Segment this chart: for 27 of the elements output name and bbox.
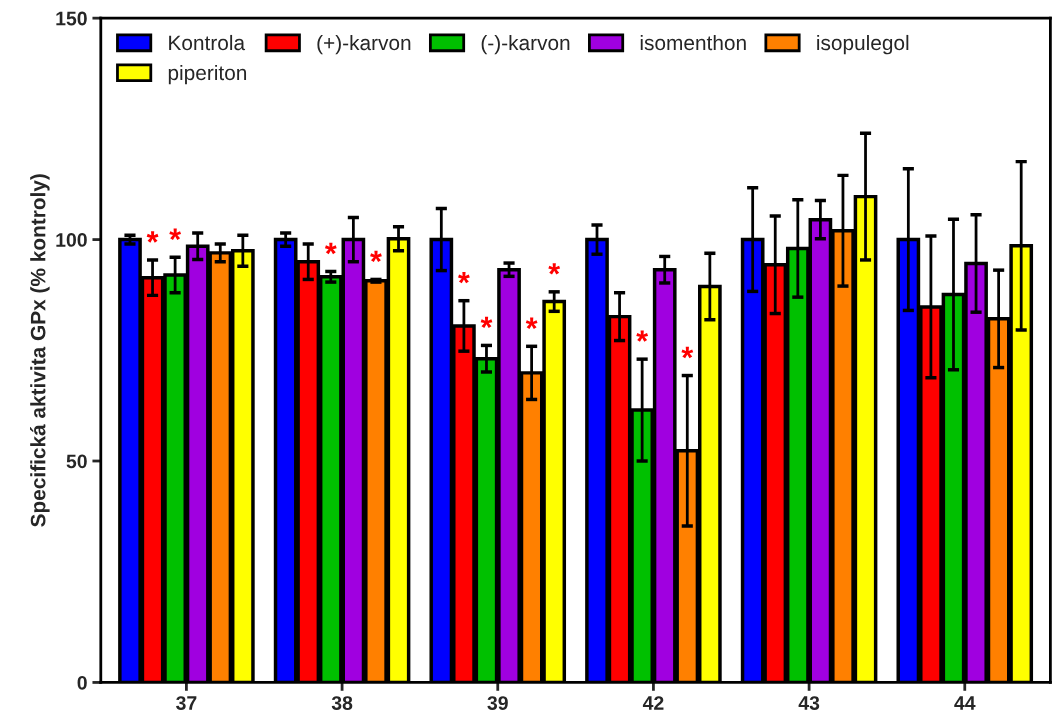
y-axis-title: Specifická aktivita GPx (% kontroly)	[30, 174, 50, 527]
y-tick-label: 150	[56, 11, 87, 26]
legend-label: (+)-karvon	[317, 34, 411, 55]
data-label: *	[169, 228, 182, 240]
data-label: *	[458, 272, 470, 284]
x-tick-label: 37	[176, 696, 197, 710]
data-label: *	[681, 346, 694, 359]
data-label: *	[146, 231, 159, 243]
legend-label: (-)-karvon	[481, 34, 570, 55]
data-label: *	[324, 242, 337, 255]
data-label: *	[548, 263, 561, 275]
data-label: *	[370, 250, 382, 263]
y-tick-label: 0	[77, 675, 87, 690]
data-label: *	[636, 330, 649, 342]
legend-label: Kontrola	[169, 34, 246, 51]
data-label: *	[525, 317, 538, 329]
legend-label: piperiton	[168, 64, 247, 85]
x-tick-label: 38	[331, 696, 353, 710]
x-tick-label: 44	[954, 696, 976, 710]
x-tick-label: 42	[642, 696, 664, 710]
x-tick-label: 39	[487, 696, 508, 710]
legend-label: isopulegol	[817, 34, 909, 55]
data-label: *	[480, 316, 493, 329]
y-tick-label: 50	[66, 454, 87, 469]
x-tick-label: 43	[798, 696, 820, 710]
y-tick-label: 100	[56, 233, 87, 247]
legend-label: isomenthon	[640, 34, 746, 51]
